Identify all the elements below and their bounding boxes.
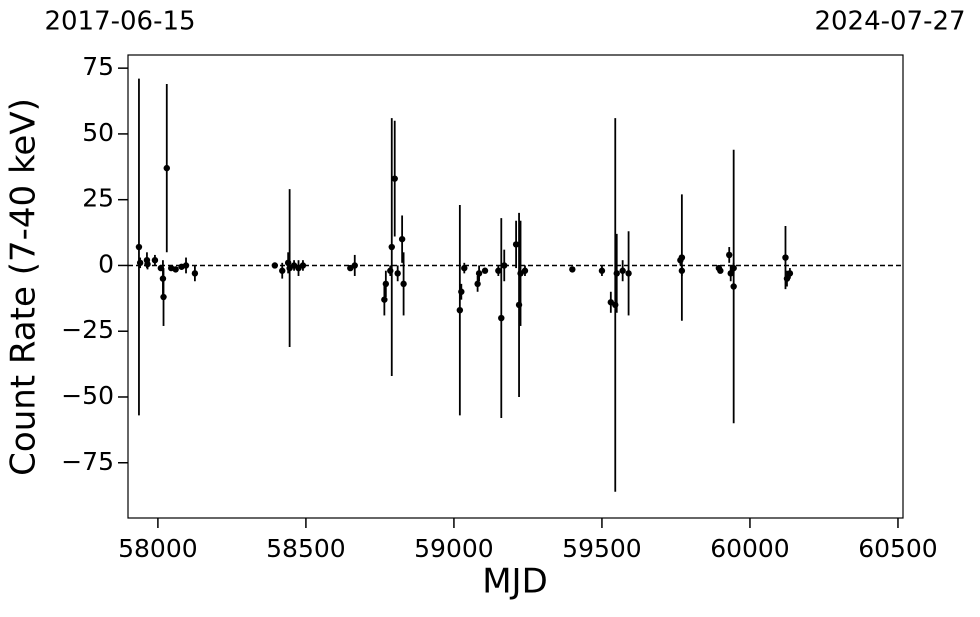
data-point [381,296,388,303]
x-tick-label: 59500 [562,534,642,563]
data-point [481,267,489,274]
top-right-label: 2024-07-27 [814,7,965,37]
data-point [191,270,199,277]
y-tick-label: −50 [61,381,114,410]
data-point [782,254,789,261]
data-point [182,262,190,269]
data-point [135,243,143,251]
data-point [136,259,144,267]
data-point [474,280,481,288]
data-point [398,235,406,243]
data-point [163,164,170,172]
data-point [619,267,626,274]
data-point [730,283,737,290]
y-tick-label: 25 [82,184,114,213]
data-point [625,270,632,277]
data-point [598,267,606,274]
data-point [512,241,520,248]
data-point [388,243,395,251]
data-point [613,270,620,277]
data-point [569,266,576,273]
data-point [678,254,686,261]
data-point [351,262,358,269]
data-point [299,262,307,269]
data-point [461,264,468,272]
data-point [678,267,686,274]
x-axis-label: MJD [482,562,548,602]
data-point [726,251,733,259]
x-tick-label: 58500 [266,534,346,563]
y-tick-label: 50 [82,118,114,147]
y-axis-label: Count Rate (7-40 keV) [4,98,44,476]
data-point [495,267,502,274]
data-point [382,280,390,288]
data-point [501,262,508,269]
data-point [391,175,398,182]
data-point [279,267,286,274]
y-tick-label: 75 [82,52,114,81]
data-point [151,256,159,264]
x-tick-label: 60000 [710,534,790,563]
data-point [144,260,151,268]
data-point [717,267,724,274]
data-point [521,267,529,274]
x-tick-label: 59000 [414,534,494,563]
data-point [498,314,505,322]
data-point [456,306,464,314]
data-point [783,275,791,282]
data-point [172,266,179,273]
data-point [727,270,734,277]
x-tick-label: 58000 [118,534,198,563]
data-point [400,280,407,288]
data-point [786,270,794,277]
plot-frame [127,54,904,519]
y-tick-label: −25 [61,315,114,344]
data-point [730,264,737,272]
x-tick-label: 60500 [858,534,938,563]
data-point [160,293,167,301]
top-left-label: 2017-06-15 [44,7,195,37]
data-point [475,270,483,277]
y-tick-label: 0 [98,249,114,278]
data-point [394,270,401,277]
data-point [458,288,465,295]
data-point [271,262,279,269]
y-tick-label: −75 [61,447,114,476]
